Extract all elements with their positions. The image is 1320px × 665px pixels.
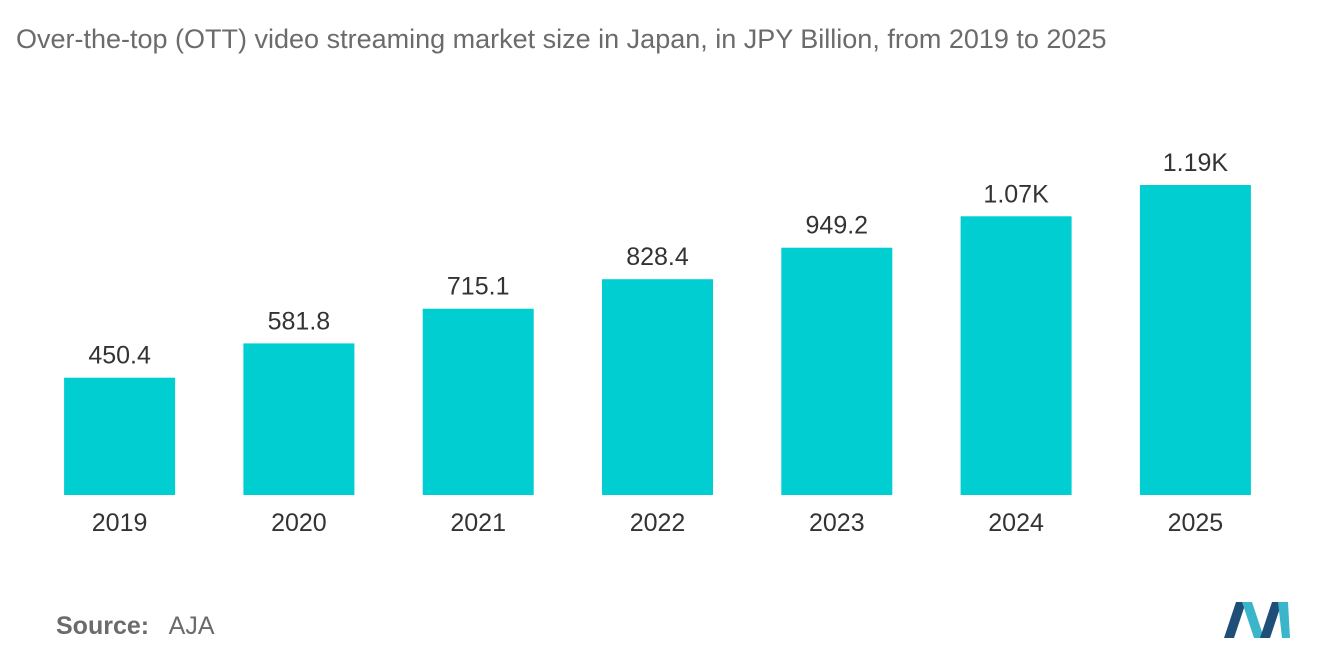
data-label-2020: 581.8 xyxy=(268,307,331,335)
bar-2024 xyxy=(960,216,1072,496)
x-tick-2021: 2021 xyxy=(450,509,506,537)
chart-title: Over-the-top (OTT) video streaming marke… xyxy=(16,24,1107,54)
data-label-2023: 949.2 xyxy=(806,212,869,240)
source-value: AJA xyxy=(168,612,215,640)
x-tick-2022: 2022 xyxy=(630,509,686,537)
x-tick-2025: 2025 xyxy=(1168,509,1224,537)
bars-group xyxy=(64,185,1251,496)
logo-left-stroke xyxy=(1224,602,1246,638)
bar-2019 xyxy=(64,377,176,495)
data-label-2025: 1.19K xyxy=(1163,149,1229,177)
logo-tail-stroke xyxy=(1278,602,1290,638)
bar-2025 xyxy=(1139,185,1251,495)
bar-2020 xyxy=(243,343,355,495)
brand-logo-icon xyxy=(1224,602,1290,638)
data-label-2021: 715.1 xyxy=(447,273,510,301)
source-label: Source: xyxy=(56,612,150,640)
bar-2022 xyxy=(602,279,713,495)
logo-mid-stroke xyxy=(1242,602,1264,638)
x-tick-2023: 2023 xyxy=(809,509,865,537)
data-labels-group: 450.4 581.8 715.1 828.4 949.2 1.07K 1.19K xyxy=(88,149,1228,370)
bar-2023 xyxy=(781,247,893,495)
data-label-2024: 1.07K xyxy=(983,180,1049,208)
bar-2021 xyxy=(422,308,534,495)
x-tick-2019: 2019 xyxy=(92,509,148,537)
logo-right-stroke xyxy=(1260,602,1282,638)
data-label-2022: 828.4 xyxy=(626,243,689,271)
x-tick-2020: 2020 xyxy=(271,509,327,537)
x-tick-2024: 2024 xyxy=(988,509,1044,537)
data-label-2019: 450.4 xyxy=(88,342,151,370)
x-tick-labels-group: 2019 2020 2021 2022 2023 2024 2025 xyxy=(92,509,1223,537)
source-note: Source: AJA xyxy=(56,612,215,641)
bar-chart: 450.4 581.8 715.1 828.4 949.2 1.07K 1.19K 2019… xyxy=(64,149,1251,537)
